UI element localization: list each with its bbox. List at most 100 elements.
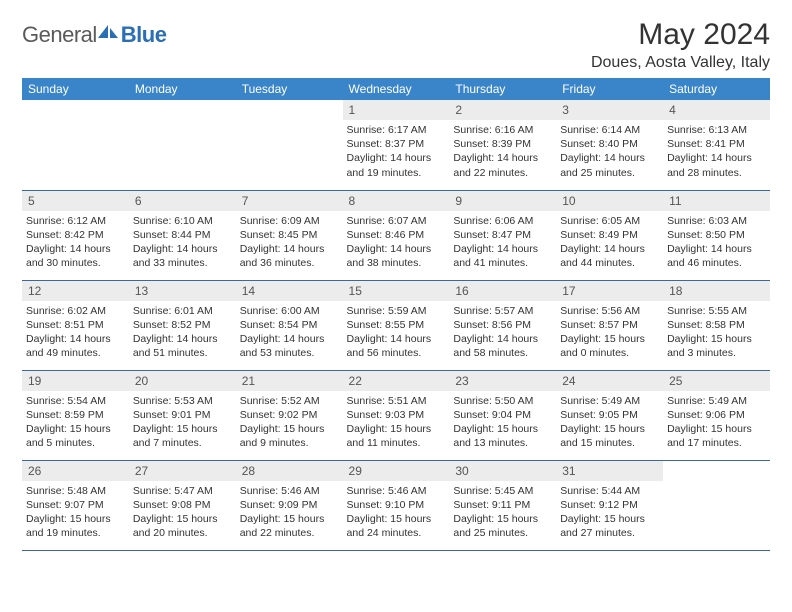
day-number: 29 bbox=[343, 461, 450, 481]
logo-text-general: General bbox=[22, 22, 97, 48]
calendar-day-cell: 22Sunrise: 5:51 AMSunset: 9:03 PMDayligh… bbox=[343, 370, 450, 460]
calendar-table: Sunday Monday Tuesday Wednesday Thursday… bbox=[22, 78, 770, 551]
calendar-day-cell: 2Sunrise: 6:16 AMSunset: 8:39 PMDaylight… bbox=[449, 100, 556, 190]
calendar-day-cell: 10Sunrise: 6:05 AMSunset: 8:49 PMDayligh… bbox=[556, 190, 663, 280]
day-details: Sunrise: 6:07 AMSunset: 8:46 PMDaylight:… bbox=[343, 211, 450, 274]
day-number: 7 bbox=[236, 191, 343, 211]
day-details: Sunrise: 5:45 AMSunset: 9:11 PMDaylight:… bbox=[449, 481, 556, 544]
day-number: 12 bbox=[22, 281, 129, 301]
calendar-day-cell: 9Sunrise: 6:06 AMSunset: 8:47 PMDaylight… bbox=[449, 190, 556, 280]
day-details: Sunrise: 6:01 AMSunset: 8:52 PMDaylight:… bbox=[129, 301, 236, 364]
day-details: Sunrise: 5:53 AMSunset: 9:01 PMDaylight:… bbox=[129, 391, 236, 454]
day-number: 31 bbox=[556, 461, 663, 481]
calendar-day-cell: 27Sunrise: 5:47 AMSunset: 9:08 PMDayligh… bbox=[129, 460, 236, 550]
day-details: Sunrise: 5:47 AMSunset: 9:08 PMDaylight:… bbox=[129, 481, 236, 544]
day-details: Sunrise: 6:03 AMSunset: 8:50 PMDaylight:… bbox=[663, 211, 770, 274]
calendar-day-cell: 21Sunrise: 5:52 AMSunset: 9:02 PMDayligh… bbox=[236, 370, 343, 460]
calendar-day-cell bbox=[22, 100, 129, 190]
day-details: Sunrise: 5:49 AMSunset: 9:05 PMDaylight:… bbox=[556, 391, 663, 454]
logo: General Blue bbox=[22, 22, 166, 48]
day-number: 20 bbox=[129, 371, 236, 391]
day-details: Sunrise: 6:00 AMSunset: 8:54 PMDaylight:… bbox=[236, 301, 343, 364]
day-number bbox=[663, 461, 770, 481]
day-number bbox=[236, 100, 343, 120]
day-details: Sunrise: 5:50 AMSunset: 9:04 PMDaylight:… bbox=[449, 391, 556, 454]
calendar-week-row: 12Sunrise: 6:02 AMSunset: 8:51 PMDayligh… bbox=[22, 280, 770, 370]
day-number: 2 bbox=[449, 100, 556, 120]
day-details: Sunrise: 5:49 AMSunset: 9:06 PMDaylight:… bbox=[663, 391, 770, 454]
calendar-week-row: 5Sunrise: 6:12 AMSunset: 8:42 PMDaylight… bbox=[22, 190, 770, 280]
day-number: 18 bbox=[663, 281, 770, 301]
day-number bbox=[22, 100, 129, 120]
calendar-day-cell bbox=[663, 460, 770, 550]
day-number: 30 bbox=[449, 461, 556, 481]
day-details: Sunrise: 5:54 AMSunset: 8:59 PMDaylight:… bbox=[22, 391, 129, 454]
calendar-day-cell: 29Sunrise: 5:46 AMSunset: 9:10 PMDayligh… bbox=[343, 460, 450, 550]
day-number: 10 bbox=[556, 191, 663, 211]
day-number: 23 bbox=[449, 371, 556, 391]
calendar-day-cell: 8Sunrise: 6:07 AMSunset: 8:46 PMDaylight… bbox=[343, 190, 450, 280]
calendar-day-cell: 11Sunrise: 6:03 AMSunset: 8:50 PMDayligh… bbox=[663, 190, 770, 280]
day-header: Saturday bbox=[663, 78, 770, 100]
day-details: Sunrise: 5:57 AMSunset: 8:56 PMDaylight:… bbox=[449, 301, 556, 364]
day-number: 24 bbox=[556, 371, 663, 391]
day-number bbox=[129, 100, 236, 120]
day-number: 19 bbox=[22, 371, 129, 391]
day-number: 13 bbox=[129, 281, 236, 301]
day-details: Sunrise: 6:12 AMSunset: 8:42 PMDaylight:… bbox=[22, 211, 129, 274]
calendar-week-row: 19Sunrise: 5:54 AMSunset: 8:59 PMDayligh… bbox=[22, 370, 770, 460]
calendar-day-cell: 28Sunrise: 5:46 AMSunset: 9:09 PMDayligh… bbox=[236, 460, 343, 550]
day-details: Sunrise: 6:10 AMSunset: 8:44 PMDaylight:… bbox=[129, 211, 236, 274]
calendar-day-cell: 5Sunrise: 6:12 AMSunset: 8:42 PMDaylight… bbox=[22, 190, 129, 280]
day-number: 15 bbox=[343, 281, 450, 301]
day-details: Sunrise: 5:56 AMSunset: 8:57 PMDaylight:… bbox=[556, 301, 663, 364]
day-number: 26 bbox=[22, 461, 129, 481]
logo-text-blue: Blue bbox=[121, 22, 167, 48]
day-details: Sunrise: 5:51 AMSunset: 9:03 PMDaylight:… bbox=[343, 391, 450, 454]
day-number: 11 bbox=[663, 191, 770, 211]
day-details: Sunrise: 6:13 AMSunset: 8:41 PMDaylight:… bbox=[663, 120, 770, 183]
calendar-day-cell: 25Sunrise: 5:49 AMSunset: 9:06 PMDayligh… bbox=[663, 370, 770, 460]
day-number: 3 bbox=[556, 100, 663, 120]
day-details: Sunrise: 6:16 AMSunset: 8:39 PMDaylight:… bbox=[449, 120, 556, 183]
calendar-day-cell bbox=[236, 100, 343, 190]
day-details: Sunrise: 6:02 AMSunset: 8:51 PMDaylight:… bbox=[22, 301, 129, 364]
day-number: 16 bbox=[449, 281, 556, 301]
calendar-day-cell: 23Sunrise: 5:50 AMSunset: 9:04 PMDayligh… bbox=[449, 370, 556, 460]
sail-icon bbox=[97, 24, 119, 40]
day-details: Sunrise: 5:44 AMSunset: 9:12 PMDaylight:… bbox=[556, 481, 663, 544]
location: Doues, Aosta Valley, Italy bbox=[591, 54, 770, 72]
calendar-day-cell: 24Sunrise: 5:49 AMSunset: 9:05 PMDayligh… bbox=[556, 370, 663, 460]
title-block: May 2024 Doues, Aosta Valley, Italy bbox=[591, 18, 770, 72]
day-header: Monday bbox=[129, 78, 236, 100]
day-number: 6 bbox=[129, 191, 236, 211]
month-title: May 2024 bbox=[591, 18, 770, 52]
calendar-day-cell: 18Sunrise: 5:55 AMSunset: 8:58 PMDayligh… bbox=[663, 280, 770, 370]
day-header: Sunday bbox=[22, 78, 129, 100]
day-details: Sunrise: 5:55 AMSunset: 8:58 PMDaylight:… bbox=[663, 301, 770, 364]
calendar-day-cell: 1Sunrise: 6:17 AMSunset: 8:37 PMDaylight… bbox=[343, 100, 450, 190]
day-details: Sunrise: 6:09 AMSunset: 8:45 PMDaylight:… bbox=[236, 211, 343, 274]
day-details: Sunrise: 5:52 AMSunset: 9:02 PMDaylight:… bbox=[236, 391, 343, 454]
day-details: Sunrise: 5:59 AMSunset: 8:55 PMDaylight:… bbox=[343, 301, 450, 364]
calendar-day-cell: 12Sunrise: 6:02 AMSunset: 8:51 PMDayligh… bbox=[22, 280, 129, 370]
day-number: 21 bbox=[236, 371, 343, 391]
day-header: Tuesday bbox=[236, 78, 343, 100]
calendar-week-row: 1Sunrise: 6:17 AMSunset: 8:37 PMDaylight… bbox=[22, 100, 770, 190]
calendar-day-cell: 13Sunrise: 6:01 AMSunset: 8:52 PMDayligh… bbox=[129, 280, 236, 370]
day-number: 5 bbox=[22, 191, 129, 211]
day-header: Friday bbox=[556, 78, 663, 100]
day-number: 8 bbox=[343, 191, 450, 211]
calendar-day-cell: 6Sunrise: 6:10 AMSunset: 8:44 PMDaylight… bbox=[129, 190, 236, 280]
calendar-week-row: 26Sunrise: 5:48 AMSunset: 9:07 PMDayligh… bbox=[22, 460, 770, 550]
day-number: 27 bbox=[129, 461, 236, 481]
calendar-day-cell: 7Sunrise: 6:09 AMSunset: 8:45 PMDaylight… bbox=[236, 190, 343, 280]
calendar-day-cell: 31Sunrise: 5:44 AMSunset: 9:12 PMDayligh… bbox=[556, 460, 663, 550]
calendar-day-cell: 20Sunrise: 5:53 AMSunset: 9:01 PMDayligh… bbox=[129, 370, 236, 460]
day-details: Sunrise: 6:17 AMSunset: 8:37 PMDaylight:… bbox=[343, 120, 450, 183]
calendar-body: 1Sunrise: 6:17 AMSunset: 8:37 PMDaylight… bbox=[22, 100, 770, 550]
day-header-row: Sunday Monday Tuesday Wednesday Thursday… bbox=[22, 78, 770, 100]
day-number: 14 bbox=[236, 281, 343, 301]
calendar-day-cell: 19Sunrise: 5:54 AMSunset: 8:59 PMDayligh… bbox=[22, 370, 129, 460]
calendar-day-cell: 26Sunrise: 5:48 AMSunset: 9:07 PMDayligh… bbox=[22, 460, 129, 550]
